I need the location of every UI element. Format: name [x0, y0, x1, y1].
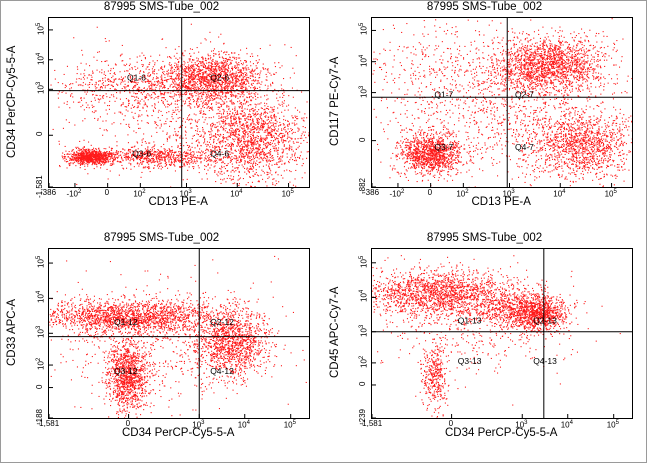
x-tick-label: -386 — [40, 188, 57, 197]
y-tick-label: 102 — [359, 355, 369, 368]
chart-title: 87995 SMS-Tube_002 — [103, 232, 220, 244]
y-tick-label: 104 — [36, 52, 46, 65]
x-tick-label: 102 — [456, 189, 469, 199]
x-axis-label: CD13 PE-A — [471, 196, 531, 208]
quadrant-label-q1: Q1-12 — [114, 317, 138, 327]
y-tick-label: 103 — [36, 82, 46, 95]
quadrant-label-q4: Q4-6 — [210, 149, 229, 159]
y-tick-label: 0 — [358, 381, 367, 386]
x-tick-label: 105 — [281, 189, 294, 199]
y-tick-label: 0 — [358, 137, 367, 142]
quadrant-label-q3: Q3-13 — [458, 356, 482, 366]
x-tick-label: 102 — [133, 189, 146, 199]
chart-title: 87995 SMS-Tube_002 — [426, 232, 543, 244]
quadrant-label-q3: Q3-12 — [114, 366, 138, 376]
scatter-svg: Q1-6 Q2-6 Q3-6 Q4-6 — [49, 18, 309, 187]
x-tick-label: 0 — [104, 188, 110, 197]
quadrant-label-q1: Q1-7 — [434, 89, 453, 99]
x-tick-label: -1,581 — [359, 419, 383, 428]
y-tick-label: 103 — [359, 85, 369, 98]
x-tick-label: 104 — [560, 420, 573, 430]
y-tick-label: 0 — [35, 384, 44, 389]
quadrant-label-q4: Q4-12 — [210, 366, 234, 376]
quadrant-label-q3: Q3-6 — [132, 149, 151, 159]
quadrant-label-q2: Q2-7 — [515, 89, 534, 99]
plot-area: Q1-7 Q2-7 Q3-7 Q4-7 — [371, 17, 633, 188]
panel-cd13-vs-cd117: 87995 SMS-Tube_002 Q1-7 Q2-7 Q3-7 Q4-7 CD13… — [323, 0, 646, 231]
y-axis-label: CD33 APC-A — [6, 298, 18, 366]
plot-area: Q1-12 Q2-12 Q3-12 Q4-12 — [48, 248, 310, 419]
quadrant-label-q2: Q2-13 — [533, 315, 557, 325]
x-tick-label: 103 — [502, 189, 515, 199]
x-axis-label: CD13 PE-A — [148, 196, 208, 208]
x-tick-label: -1,581 — [36, 419, 60, 428]
y-tick-label: 103 — [359, 324, 369, 337]
y-tick-label: 102 — [36, 357, 46, 371]
x-tick-label: 105 — [604, 189, 617, 199]
x-tick-label: 105 — [606, 420, 619, 430]
quadrant-label-q2: Q2-12 — [210, 317, 234, 327]
x-tick-label: 0 — [125, 419, 131, 428]
x-tick-label: 103 — [515, 420, 528, 430]
x-tick-label: 104 — [237, 420, 250, 430]
quadrant-label-q4: Q4-7 — [515, 142, 534, 152]
quadrant-label-q2: Q2-6 — [210, 73, 229, 83]
panel-cd34-vs-cd45: 87995 SMS-Tube_002 Q1-13 Q2-13 Q3-13 Q4-13 … — [323, 231, 646, 462]
scatter-svg: Q1-7 Q2-7 Q3-7 Q4-7 — [372, 18, 632, 187]
event-dots — [372, 255, 621, 418]
y-tick-label: 104 — [36, 291, 46, 304]
x-tick-label: 0 — [448, 419, 454, 428]
quadrant-label-q1: Q1-13 — [458, 315, 482, 325]
y-tick-label: 104 — [359, 290, 369, 303]
event-dots — [372, 18, 632, 187]
quadrant-label-q4: Q4-13 — [533, 356, 557, 366]
x-tick-label: -102 — [389, 189, 405, 199]
event-dots — [49, 255, 307, 418]
x-tick-label: 103 — [192, 420, 205, 430]
chart-title: 87995 SMS-Tube_002 — [103, 1, 220, 13]
panel-cd34-vs-cd33: 87995 SMS-Tube_002 Q1-12 Q2-12 Q3-12 Q4-12 … — [0, 231, 323, 462]
y-tick-label: -188 — [35, 408, 44, 425]
scatter-svg: Q1-12 Q2-12 Q3-12 Q4-12 — [49, 249, 309, 418]
y-tick-label: 105 — [36, 255, 46, 269]
x-tick-label: -386 — [363, 188, 380, 197]
y-axis-label: CD34 PerCP-Cy5-5-A — [6, 45, 18, 158]
x-tick-label: 104 — [553, 189, 566, 199]
plot-area: Q1-6 Q2-6 Q3-6 Q4-6 — [48, 17, 310, 188]
x-tick-label: 105 — [283, 420, 296, 430]
quadrant-label-q1: Q1-6 — [127, 73, 146, 83]
x-tick-label: -102 — [66, 189, 82, 199]
y-tick-label: -882 — [358, 177, 367, 194]
y-tick-label: 105 — [36, 22, 46, 35]
y-axis-label: CD45 APC-Cy7-A — [329, 286, 341, 378]
chart-title: 87995 SMS-Tube_002 — [426, 1, 543, 13]
x-tick-label: 104 — [230, 189, 243, 199]
x-axis-label: CD34 PerCP-Cy5-5-A — [445, 427, 558, 439]
y-tick-label: 105 — [359, 255, 369, 268]
event-dots — [50, 23, 309, 187]
y-tick-label: 105 — [359, 23, 369, 36]
plot-area: Q1-13 Q2-13 Q3-13 Q4-13 — [371, 248, 633, 419]
panel-cd13-vs-cd34: 87995 SMS-Tube_002 Q1-6 Q2-6 Q3-6 Q4-6 CD13… — [0, 0, 323, 231]
scatter-svg: Q1-13 Q2-13 Q3-13 Q4-13 — [372, 249, 632, 418]
x-tick-label: 103 — [179, 189, 192, 199]
y-tick-label: 0 — [35, 131, 44, 137]
x-axis-label: CD34 PerCP-Cy5-5-A — [122, 427, 235, 439]
y-tick-label: 103 — [36, 326, 46, 339]
y-tick-label: -239 — [358, 408, 367, 425]
y-axis-label: CD117 PE-Cy7-A — [329, 56, 341, 146]
y-tick-label: 104 — [359, 54, 369, 67]
x-tick-label: 0 — [427, 188, 433, 197]
y-tick-label: -1,581 — [35, 174, 44, 198]
quadrant-label-q3: Q3-7 — [434, 142, 453, 152]
